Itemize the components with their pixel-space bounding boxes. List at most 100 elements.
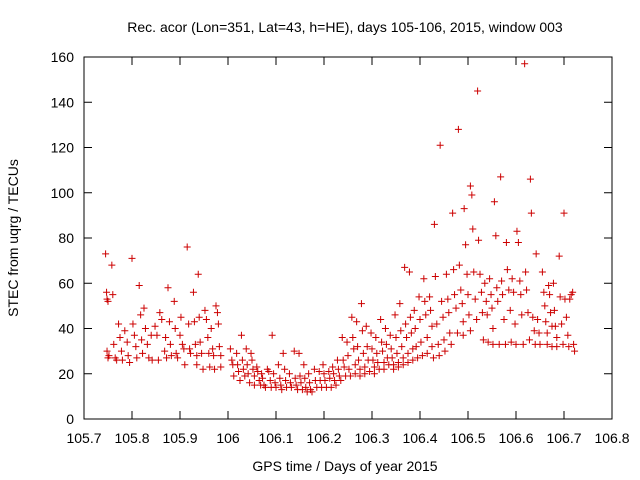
data-point	[369, 356, 377, 364]
y-axis-label: STEC from uqrg / TECUs	[5, 159, 21, 317]
data-point	[565, 343, 573, 351]
data-point	[372, 334, 380, 342]
data-point	[176, 331, 184, 339]
data-point	[571, 347, 579, 355]
data-point	[128, 254, 136, 262]
data-point	[525, 336, 533, 344]
data-point	[249, 365, 257, 373]
data-point	[387, 345, 395, 353]
data-point	[499, 291, 507, 299]
data-point	[423, 334, 431, 342]
data-point	[334, 365, 342, 373]
data-points	[102, 60, 579, 396]
data-point	[555, 252, 563, 260]
data-point	[407, 329, 415, 337]
data-point	[430, 220, 438, 228]
data-point	[139, 349, 147, 357]
data-point	[238, 356, 246, 364]
data-point	[503, 266, 511, 274]
data-point	[429, 354, 437, 362]
data-point	[332, 381, 340, 389]
data-point	[458, 300, 466, 308]
data-point	[414, 354, 422, 362]
data-point	[171, 325, 179, 332]
data-point	[435, 352, 443, 360]
data-point	[497, 173, 505, 181]
data-point	[259, 374, 267, 382]
data-point	[183, 243, 191, 251]
data-point	[151, 322, 159, 330]
data-point	[521, 60, 529, 68]
data-point	[553, 343, 561, 351]
data-point	[343, 338, 351, 346]
data-point	[536, 340, 544, 348]
data-point	[553, 334, 561, 342]
data-point	[382, 340, 390, 348]
data-point	[404, 349, 412, 357]
data-point	[297, 379, 305, 387]
data-point	[522, 268, 530, 276]
data-point	[121, 327, 129, 335]
data-point	[524, 309, 532, 317]
data-point	[310, 365, 318, 373]
data-point	[243, 361, 251, 369]
data-point	[286, 379, 294, 387]
data-point	[532, 250, 540, 258]
data-point	[523, 286, 531, 294]
data-point	[366, 367, 374, 375]
data-point	[129, 320, 137, 328]
data-point	[477, 288, 485, 296]
data-point	[320, 370, 328, 378]
data-point	[130, 331, 138, 339]
data-point	[399, 361, 407, 369]
data-point	[236, 377, 244, 385]
data-point	[118, 356, 126, 364]
data-point	[201, 306, 209, 314]
data-point	[292, 381, 300, 389]
data-point	[367, 329, 375, 337]
data-point	[442, 270, 450, 278]
data-point	[566, 295, 574, 303]
data-point	[402, 320, 410, 328]
data-point	[108, 261, 116, 269]
data-point	[434, 340, 442, 348]
data-point	[474, 87, 482, 95]
data-point	[457, 286, 465, 294]
data-point	[451, 291, 459, 299]
x-tick-label: 106	[216, 430, 240, 446]
data-point	[460, 205, 468, 213]
data-point	[490, 198, 498, 206]
data-point	[489, 325, 497, 332]
data-point	[166, 340, 174, 348]
data-point	[193, 352, 201, 360]
x-tick-label: 106.1	[258, 430, 293, 446]
data-point	[349, 334, 357, 342]
data-point	[370, 370, 378, 378]
data-point	[543, 329, 551, 337]
data-point	[337, 377, 345, 385]
data-point	[466, 182, 474, 190]
data-point	[538, 268, 546, 276]
data-point	[380, 358, 388, 366]
data-point	[353, 318, 361, 326]
data-point	[433, 320, 441, 328]
data-point	[488, 304, 496, 312]
data-point	[494, 297, 502, 305]
data-point	[258, 370, 266, 378]
data-point	[526, 175, 534, 183]
data-point	[207, 325, 215, 332]
data-point	[441, 347, 449, 355]
data-point	[502, 239, 510, 247]
data-point	[167, 352, 175, 360]
data-point	[505, 286, 513, 294]
data-point	[471, 295, 479, 303]
data-point	[444, 295, 452, 303]
data-point	[470, 268, 478, 276]
data-point	[495, 340, 503, 348]
data-point	[370, 363, 378, 371]
x-tick-label: 106.5	[450, 430, 485, 446]
data-point	[569, 288, 577, 296]
data-point	[455, 261, 463, 269]
data-point	[418, 352, 426, 360]
